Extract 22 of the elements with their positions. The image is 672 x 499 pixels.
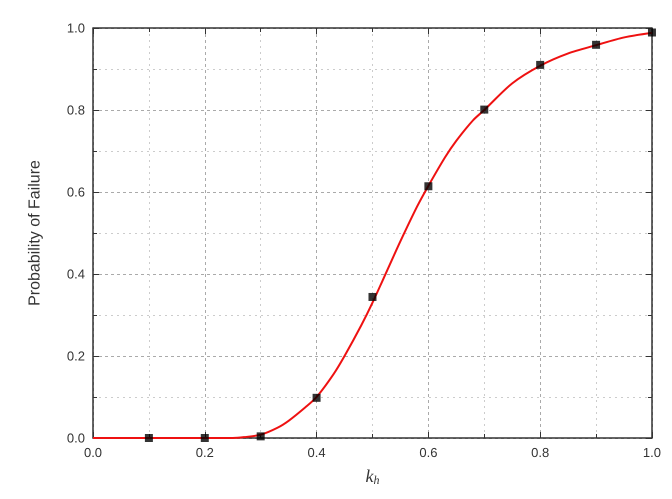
x-tick-label: 0.0 (84, 445, 102, 460)
x-tick-label: 0.8 (531, 445, 550, 460)
y-tick-label: 0.6 (66, 184, 85, 200)
x-tick-label: 1.0 (642, 445, 662, 460)
point (536, 60, 544, 69)
point (480, 106, 488, 114)
point (424, 182, 432, 190)
point (368, 292, 376, 301)
x-tick-label: 0.6 (419, 445, 438, 460)
point (312, 394, 321, 402)
point (200, 434, 209, 442)
point (256, 432, 265, 440)
point (144, 434, 153, 442)
y-tick-label: 0.0 (66, 430, 85, 446)
point (592, 40, 600, 49)
y-tick-label: 0.2 (66, 348, 85, 364)
y-tick-label: 0.8 (66, 102, 85, 118)
x-tick-label: 0.2 (196, 445, 214, 460)
y-tick-label: 1.0 (66, 20, 85, 36)
y-axis-title: Probability of Failure (26, 160, 44, 306)
y-tick-label: 0.4 (66, 266, 85, 282)
x-tick-label: 0.4 (308, 445, 326, 460)
